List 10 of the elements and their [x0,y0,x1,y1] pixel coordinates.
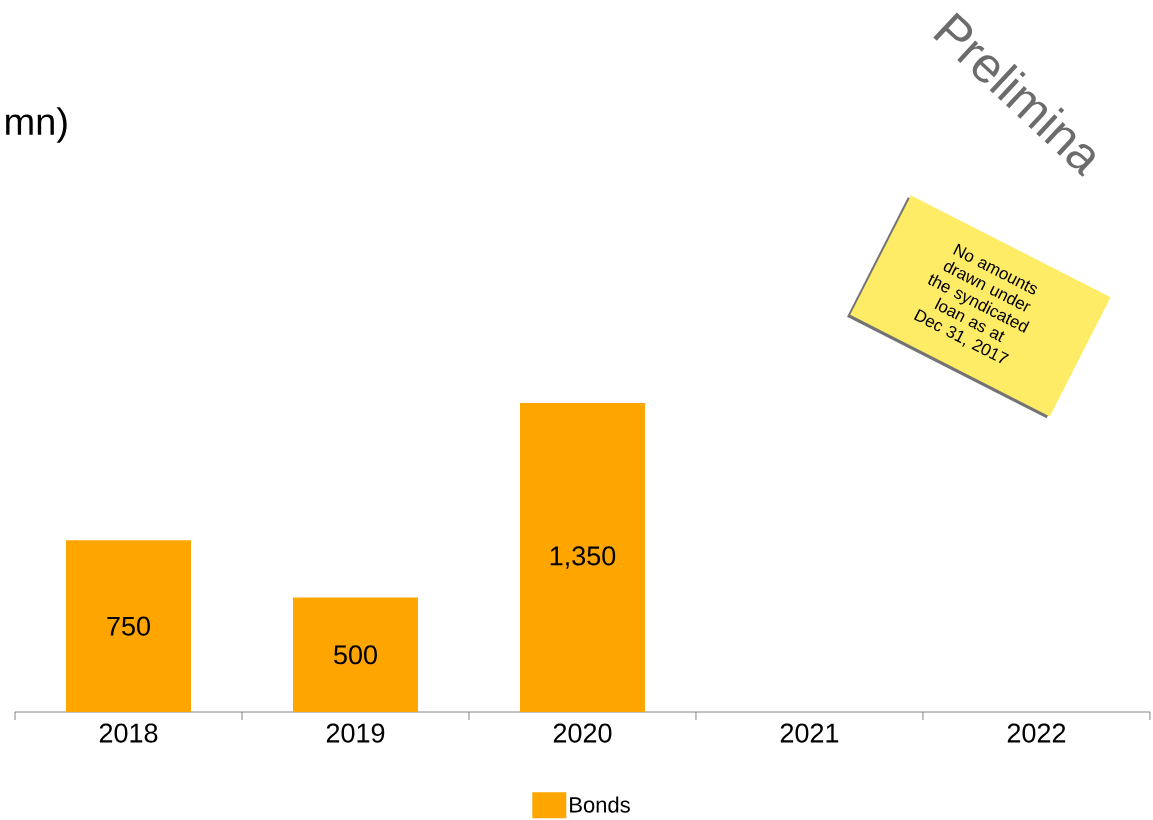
x-tick-label: 2021 [780,723,839,743]
data-label: 750 [107,616,150,636]
x-tick-label: 2022 [1007,723,1066,743]
x-tick-label: 2020 [553,723,612,743]
x-tick-label: 2018 [99,723,158,743]
x-tick-label: 2019 [326,723,385,743]
chart-title: mn) [6,107,67,143]
data-label: 500 [334,645,377,665]
data-label: 1,350 [550,546,616,569]
legend-label: Bonds [570,796,630,813]
